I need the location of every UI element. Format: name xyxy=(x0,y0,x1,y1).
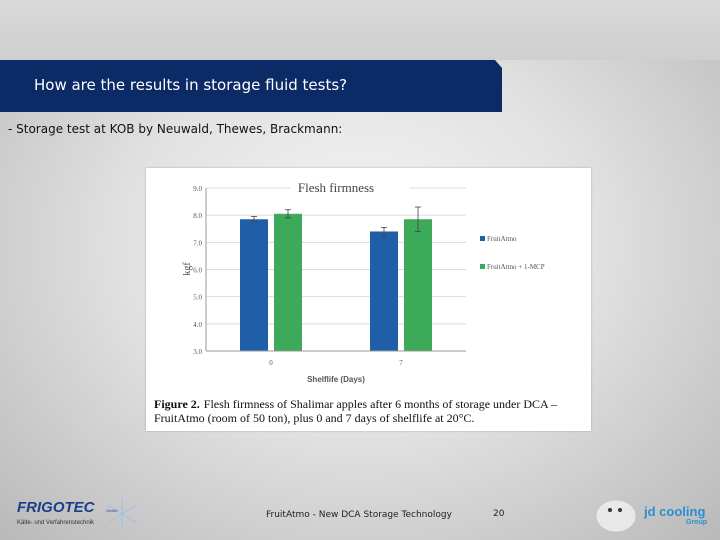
chart-title: Flesh firmness xyxy=(298,180,374,195)
snowy-owl-icon xyxy=(595,499,637,533)
y-tick-label: 3.0 xyxy=(193,348,202,356)
frigotec-suffix: GmbH xyxy=(106,508,118,513)
x-axis-label: Shelflife (Days) xyxy=(307,375,365,384)
x-tick-label: 7 xyxy=(399,359,403,367)
y-tick-label: 8.0 xyxy=(193,212,202,220)
figure-caption-line-1: Figure 2. Flesh firmness of Shalimar appl… xyxy=(154,397,558,411)
figure-caption-label: Figure 2. xyxy=(154,397,200,411)
title-bar: How are the results in storage fluid tes… xyxy=(0,60,502,112)
frigotec-logo: FRIGOTEC GmbH Kälte- und Verfahrenstechn… xyxy=(17,498,137,530)
footer-text: FruitAtmo - New DCA Storage Technology xyxy=(266,510,452,520)
frigotec-wordmark: FRIGOTEC xyxy=(17,499,96,516)
jdcooling-logo: jd cooling Group xyxy=(595,499,707,533)
legend-label-fruitatmo-mcp: FruitAtmo + 1-MCP xyxy=(487,263,545,271)
owl-eye-icon xyxy=(608,508,612,512)
frigotec-tagline: Kälte- und Verfahrenstechnik xyxy=(17,520,95,526)
bar xyxy=(240,219,268,351)
header-band xyxy=(0,0,720,60)
bar xyxy=(404,219,432,351)
legend-swatch-fruitatmo xyxy=(480,236,485,241)
page-number: 20 xyxy=(493,509,505,519)
chart-bars xyxy=(240,213,432,351)
y-tick-label: 6.0 xyxy=(193,267,202,275)
slide-subtitle: - Storage test at KOB by Neuwald, Thewes… xyxy=(8,122,343,136)
x-tick-label: 0 xyxy=(269,359,273,367)
legend: FruitAtmo FruitAtmo + 1-MCP xyxy=(480,235,545,271)
legend-swatch-fruitatmo-mcp xyxy=(480,264,485,269)
y-tick-label: 4.0 xyxy=(193,321,202,329)
bar xyxy=(370,231,398,351)
bar xyxy=(274,213,302,351)
owl-eye-icon xyxy=(618,508,622,512)
figure-caption-text-1: Flesh firmness of Shalimar apples after … xyxy=(204,397,558,411)
jdcooling-wordmark: jd cooling xyxy=(643,504,705,519)
snowflake-icon xyxy=(107,498,137,530)
legend-label-fruitatmo: FruitAtmo xyxy=(487,235,517,243)
y-tick-label: 9.0 xyxy=(193,185,202,193)
page-title: How are the results in storage fluid tes… xyxy=(34,76,348,94)
y-tick-label: 5.0 xyxy=(193,294,202,302)
error-bars xyxy=(251,206,421,236)
y-tick-label: 7.0 xyxy=(193,239,202,247)
chart-title-bg xyxy=(291,181,409,195)
y-tick-labels: 3.0 4.0 5.0 6.0 7.0 8.0 9.0 xyxy=(193,185,202,356)
figure-caption-line-2: FruitAtmo (room of 50 ton), plus 0 and 7… xyxy=(154,411,474,425)
y-axis-label: kgf xyxy=(182,262,193,276)
jdcooling-group-text: Group xyxy=(686,519,707,526)
